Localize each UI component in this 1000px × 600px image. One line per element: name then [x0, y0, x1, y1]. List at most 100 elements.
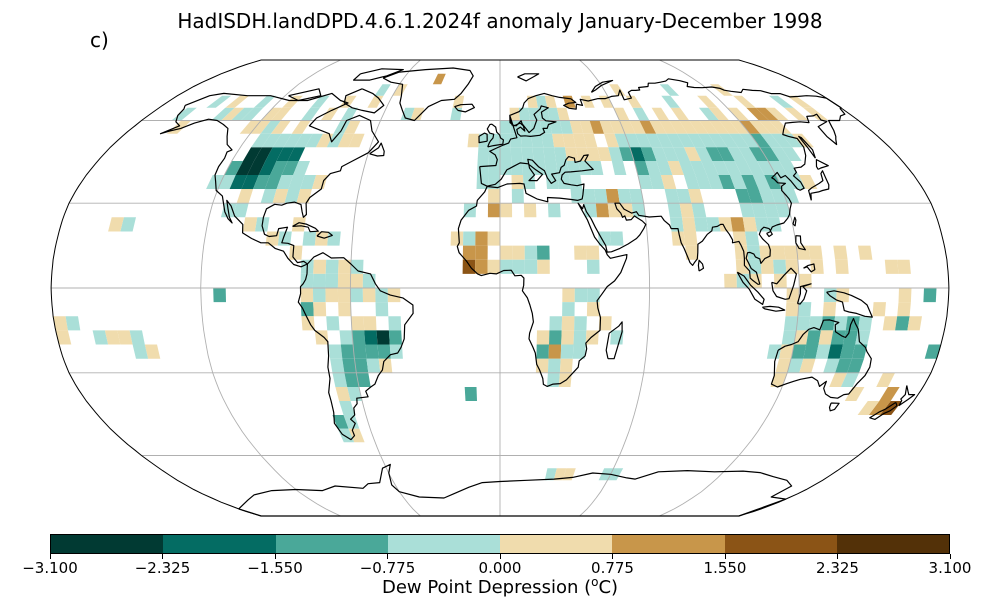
anomaly-cell: [526, 95, 538, 108]
anomaly-cell: [363, 316, 377, 331]
anomaly-cell: [521, 147, 534, 161]
anomaly-cell: [724, 273, 737, 288]
anomaly-cell: [768, 120, 792, 134]
anomaly-cell: [697, 133, 717, 148]
anomaly-cell: [337, 133, 355, 148]
anomaly-cell: [531, 133, 544, 148]
anomaly-cell: [377, 344, 391, 359]
coastline-philippines-mindanao: [803, 263, 816, 273]
anomaly-cell: [779, 161, 799, 175]
anomaly-cell: [609, 84, 626, 96]
anomaly-cell: [759, 147, 780, 161]
anomaly-cell: [879, 387, 900, 401]
anomaly-cell: [509, 107, 520, 121]
anomaly-cell: [758, 189, 776, 204]
anomaly-cell: [882, 316, 898, 331]
coastline-tasmania: [828, 402, 840, 412]
anomaly-cell: [561, 316, 575, 331]
coastline-nz-south: [869, 401, 898, 420]
anomaly-cell: [682, 217, 696, 232]
colorbar-segment: [275, 535, 388, 553]
anomaly-cell: [746, 245, 761, 260]
anomaly-cell: [619, 147, 635, 161]
coastline-sri-lanka: [697, 259, 705, 272]
anomaly-cell: [604, 133, 620, 148]
anomaly-cell: [348, 133, 365, 148]
anomaly-cell: [712, 161, 730, 175]
anomaly-cell: [291, 120, 311, 134]
anomaly-cell: [548, 344, 562, 359]
anomaly-cell: [844, 387, 865, 401]
anomaly-cell: [65, 316, 81, 331]
coastline-sulawesi: [796, 283, 812, 305]
anomaly-cell: [739, 203, 755, 218]
anomaly-cell: [730, 217, 745, 232]
anomaly-cell: [833, 245, 848, 260]
colorbar-tick: [387, 554, 388, 559]
anomaly-cell: [598, 95, 614, 108]
anomaly-cell: [388, 330, 402, 345]
colorbar-swatches: [50, 534, 950, 554]
anomaly-cell: [798, 175, 818, 189]
coastline-victoria: [288, 88, 322, 102]
anomaly-cell: [523, 203, 537, 218]
anomaly-cell: [224, 161, 243, 175]
anomaly-cell: [738, 147, 757, 161]
anomaly-grid-cells: [53, 73, 941, 481]
anomaly-cell: [586, 302, 600, 317]
anomaly-cell: [598, 231, 612, 246]
anomaly-cell: [365, 344, 379, 359]
anomaly-cell: [313, 259, 327, 274]
anomaly-cell: [242, 217, 258, 232]
anomaly-cell: [510, 133, 522, 148]
anomaly-cell: [117, 330, 133, 345]
anomaly-cell: [787, 358, 804, 373]
anomaly-cell: [822, 302, 837, 317]
anomaly-cell: [610, 330, 624, 345]
anomaly-cell: [487, 259, 500, 274]
anomaly-cell: [573, 330, 587, 345]
anomaly-cell: [661, 95, 680, 108]
anomaly-cell: [835, 358, 852, 373]
colorbar-tick-label: −2.325: [134, 559, 191, 577]
coastline-cuba: [292, 222, 319, 233]
anomaly-cell: [718, 133, 739, 148]
anomaly-cell: [845, 316, 860, 331]
anomaly-cell: [783, 316, 798, 331]
anomaly-cell: [572, 133, 587, 148]
anomaly-cell: [705, 147, 724, 161]
anomaly-cell: [392, 84, 408, 96]
colorbar-segment: [163, 535, 276, 553]
anomaly-cell: [723, 161, 742, 175]
colorbar-tick-label: −3.100: [22, 559, 78, 577]
anomaly-cell: [709, 120, 730, 134]
anomaly-cell: [629, 120, 646, 134]
colorbar-segment: [836, 535, 949, 553]
coastline-novaya-zemlya: [590, 79, 614, 93]
anomaly-cell: [583, 133, 598, 148]
anomaly-cell: [651, 107, 670, 121]
anomaly-cell: [745, 231, 760, 246]
anomaly-cell: [488, 189, 500, 204]
anomaly-cell: [250, 120, 271, 134]
anomaly-cell: [775, 358, 792, 373]
anomaly-cell: [679, 203, 695, 218]
anomaly-cell: [749, 120, 771, 134]
anomaly-cell: [253, 95, 276, 108]
anomaly-cell: [300, 107, 320, 121]
anomaly-cell: [500, 161, 512, 175]
anomaly-cell: [785, 302, 799, 317]
anomaly-cell: [353, 344, 367, 359]
anomaly-cell: [727, 147, 746, 161]
anomaly-cell: [340, 107, 358, 121]
anomaly-cell: [338, 302, 351, 317]
anomaly-cell: [781, 147, 802, 161]
anomaly-cell: [302, 231, 317, 246]
anomaly-cell: [808, 245, 823, 260]
anomaly-cell: [537, 107, 550, 121]
anomaly-cell: [766, 217, 782, 232]
anomaly-cell: [758, 120, 782, 134]
anomaly-cell: [586, 259, 600, 274]
anomaly-cell: [670, 107, 690, 121]
anomaly-cell: [288, 175, 305, 189]
